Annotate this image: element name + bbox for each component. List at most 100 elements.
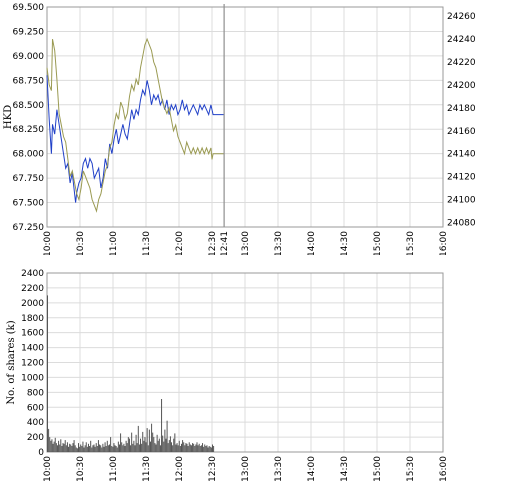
x-tick-label: 13:00 [241,231,251,255]
volume-bar [66,442,68,452]
y-tick-label: 400 [27,418,44,428]
volume-bar [164,429,166,452]
volume-bar [134,445,136,452]
volume-bar [125,440,127,452]
y-axis-label: HKD [3,105,14,129]
price-line-left-axis [46,75,225,203]
volume-bar [167,443,169,452]
volume-bar [196,442,198,452]
volume-bar [90,440,92,452]
volume-bar [100,445,102,452]
volume-bar [56,445,58,452]
volume-bar [96,446,98,452]
x-tick-label: 15:30 [406,231,416,255]
volume-bar [206,445,208,452]
y-tick-label: 69.000 [13,52,45,62]
x-tick-label: 15:00 [373,456,383,482]
x-tick-label: 15:00 [373,231,383,255]
volume-bar [121,442,123,452]
volume-bar [186,443,188,452]
x-tick-label: 11:30 [142,231,152,255]
y-tick-label: 200 [27,433,44,443]
price-line-right-axis [46,37,225,213]
volume-bar [144,437,146,452]
volume-bar [55,443,57,452]
volume-bar [142,431,144,452]
y2-tick-label: 24240 [447,35,476,45]
x-tick-label: 14:00 [307,456,317,482]
volume-bar [78,443,80,452]
y-tick-label: 68.000 [13,150,45,160]
volume-bar [91,447,93,452]
volume-bar [130,445,132,452]
y-tick-label: 800 [27,388,44,398]
x-tick-label: 14:00 [307,231,317,255]
x-tick-label: 12:00 [175,456,185,482]
volume-bar [111,446,113,452]
volume-bar [154,443,156,452]
volume-bar [101,447,103,452]
volume-bar [182,440,184,452]
volume-bar [166,420,168,452]
x-tick-label: 10:30 [76,231,86,255]
volume-bar [177,445,179,452]
volume-bar [118,444,120,452]
volume-bar [200,445,202,452]
volume-bar [117,441,119,452]
volume-bar [143,440,145,452]
volume-bar [104,442,106,452]
volume-bar [163,441,165,452]
volume-bar [68,446,70,452]
volume-bar [153,437,155,452]
y2-tick-label: 24220 [447,58,476,68]
volume-bar [213,446,215,452]
volume-bar [132,443,134,452]
y2-tick-label: 24160 [447,127,476,137]
volume-bar [159,445,161,452]
volume-bar [115,446,117,452]
volume-bar [80,444,82,452]
volume-bar [198,443,200,452]
volume-bar [124,446,126,452]
volume-bar [120,433,122,452]
volume-bar [122,445,124,452]
y-tick-label: 69.250 [13,27,45,37]
x-tick-label: 15:30 [406,456,416,482]
volume-bar [157,440,159,452]
y-tick-label: 1600 [21,329,44,339]
x-tick-label: 11:00 [109,456,119,482]
volume-bar [151,423,153,452]
volume-bar [93,444,95,452]
y2-tick-label: 24180 [447,104,476,114]
y-tick-label: 1400 [21,344,44,354]
volume-bar [145,442,147,452]
volume-bar [195,444,197,452]
volume-bar [155,444,157,452]
volume-bar [131,432,133,452]
volume-bar [133,440,135,452]
volume-bar [62,443,64,452]
volume-bar [180,443,182,452]
volume-bar [205,446,207,452]
volume-bar [86,446,88,452]
volume-bar [190,445,192,452]
volume-bar [107,445,109,452]
y2-tick-label: 24200 [447,81,476,91]
y-tick-label: 2400 [21,269,44,279]
volume-bar [63,443,65,452]
volume-bar [49,437,51,452]
volume-bar [127,437,129,452]
volume-bar [92,445,94,452]
y-tick-label: 1200 [21,359,44,369]
x-tick-label: 16:00 [439,456,449,482]
volume-bar [188,442,190,452]
volume-bar [207,447,209,452]
volume-bar [211,444,213,452]
y-tick-label: 0 [38,448,44,458]
y-tick-label: 67.750 [13,174,45,184]
volume-bar [99,444,101,452]
volume-bar [161,399,163,452]
y-tick-label: 600 [27,403,44,413]
volume-bar [61,446,63,452]
volume-bar [64,440,66,452]
